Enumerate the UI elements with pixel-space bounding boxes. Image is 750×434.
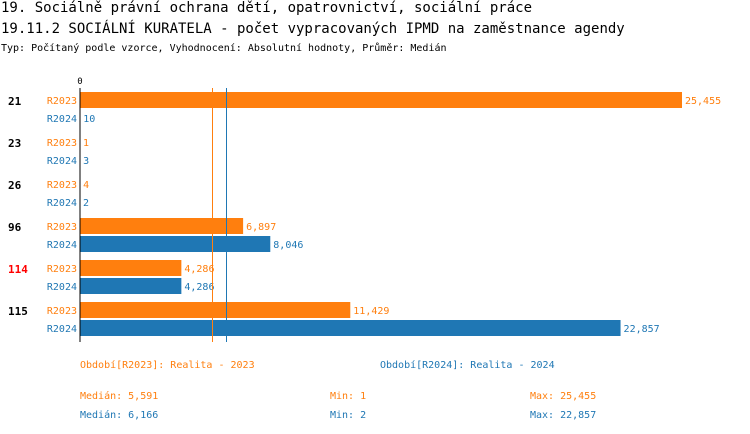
data-label-96-R2024: 8,046 [273,240,303,251]
data-label-26-R2023: 4 [83,180,89,191]
bar-96-R2023 [80,218,244,234]
bar-114-R2024 [80,278,182,294]
series-label-96-R2023: R2023 [47,222,77,233]
series-label-23-R2023: R2023 [47,138,77,149]
bar-115-R2024 [80,320,621,336]
median-2023: Medián: 5,591 [80,391,159,402]
max-2024: Max: 22,857 [530,410,597,421]
bar-114-R2023 [80,260,182,276]
max-2023: Max: 25,455 [530,391,597,402]
series-label-23-R2024: R2024 [47,156,77,167]
category-label-23: 23 [8,137,21,150]
data-label-115-R2024: 22,857 [624,324,660,335]
data-label-114-R2023: 4,286 [184,264,214,275]
data-label-115-R2023: 11,429 [353,306,389,317]
series-label-21-R2024: R2024 [47,114,77,125]
legend-period-2023: Období[R2023]: Realita - 2023 [80,360,255,371]
data-label-23-R2024: 3 [83,156,89,167]
series-label-26-R2024: R2024 [47,198,77,209]
data-label-23-R2023: 1 [83,138,89,149]
min-2023: Min: 1 [330,391,367,402]
data-label-114-R2024: 4,286 [184,282,214,293]
median-2024: Medián: 6,166 [80,410,159,421]
bar-115-R2023 [80,302,351,318]
chart-title-line1: 19. Sociálně právní ochrana dětí, opatro… [1,0,533,16]
data-label-21-R2024: 10 [83,114,95,125]
data-label-26-R2024: 2 [83,198,89,209]
category-label-114: 114 [8,263,28,276]
category-label-115: 115 [8,305,28,318]
bar-96-R2024 [80,236,271,252]
series-label-115-R2023: R2023 [47,306,77,317]
series-label-26-R2023: R2023 [47,180,77,191]
series-label-21-R2023: R2023 [47,96,77,107]
legend-period-2024: Období[R2024]: Realita - 2024 [380,360,555,371]
chart-title-line2: 19.11.2 SOCIÁLNÍ KURATELA - počet vyprac… [1,21,625,37]
chart-subtitle: Typ: Počítaný podle vzorce, Vyhodnocení:… [1,43,447,54]
bar-21-R2023 [80,92,682,108]
category-label-26: 26 [8,179,22,192]
min-2024: Min: 2 [330,410,367,421]
series-label-115-R2024: R2024 [47,324,77,335]
data-label-21-R2023: 25,455 [685,96,721,107]
axis-zero-label: 0 [77,77,82,87]
category-label-21: 21 [8,95,22,108]
data-label-96-R2023: 6,897 [246,222,276,233]
series-label-114-R2023: R2023 [47,264,77,275]
series-label-96-R2024: R2024 [47,240,77,251]
category-label-96: 96 [8,221,22,234]
series-label-114-R2024: R2024 [47,282,77,293]
